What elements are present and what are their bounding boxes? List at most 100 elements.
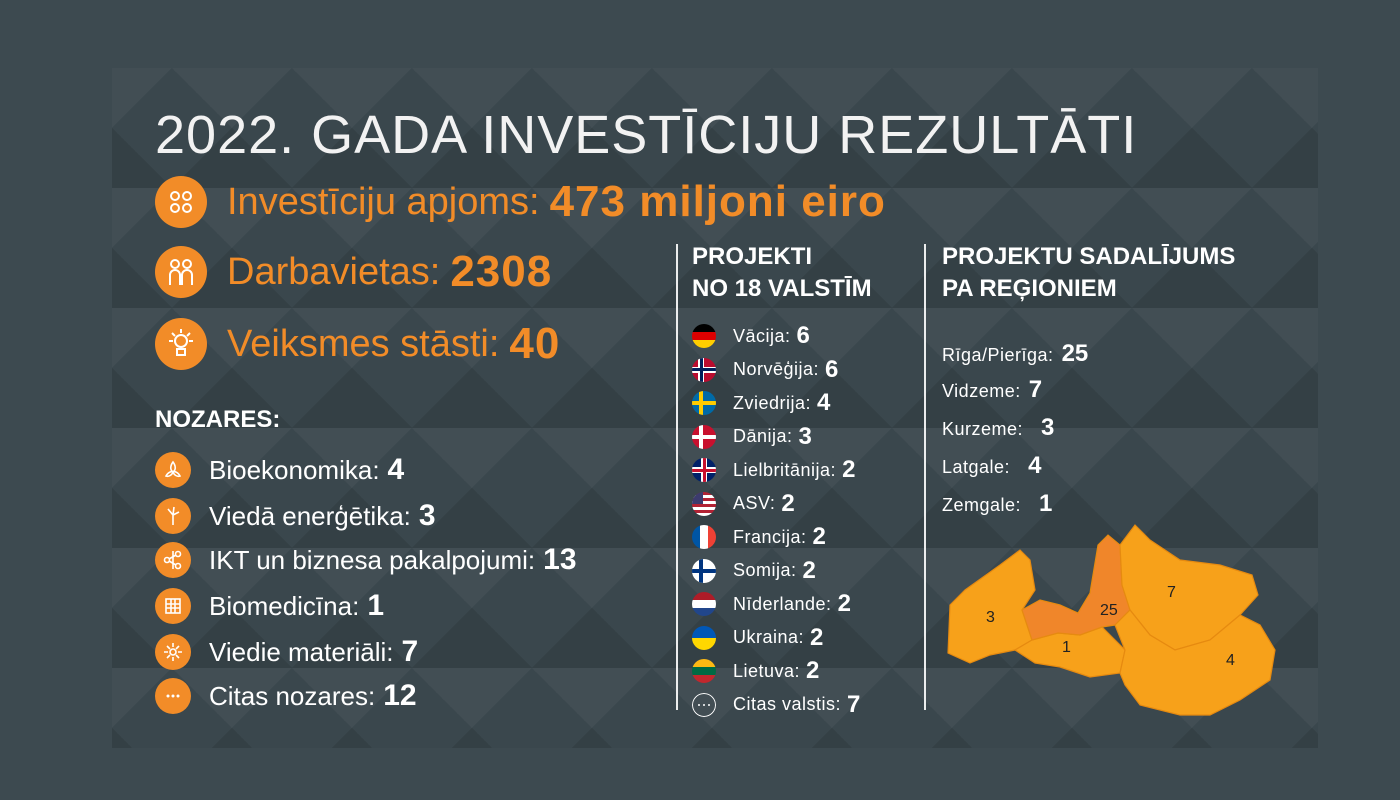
flag-lt-icon bbox=[692, 659, 716, 683]
kpi-value: 473 miljoni eiro bbox=[549, 177, 886, 226]
region-value: 3 bbox=[1041, 414, 1055, 441]
country-item: Citas valstis: 7 bbox=[692, 691, 860, 719]
region-item: Rīga/Pierīga: 25 bbox=[942, 340, 1088, 368]
sector-value: 13 bbox=[543, 543, 577, 576]
flag-de-icon bbox=[692, 324, 716, 348]
sector-value: 3 bbox=[418, 499, 436, 532]
region-label: Vidzeme: bbox=[942, 381, 1021, 401]
sector-item: Biomedicīna: 1 bbox=[155, 588, 384, 624]
kpi-value: 2308 bbox=[450, 247, 553, 296]
dots-icon bbox=[155, 678, 191, 714]
country-value: 4 bbox=[817, 389, 831, 416]
country-item: Nīderlande: 2 bbox=[692, 590, 851, 618]
sector-label: Viedā enerģētika: bbox=[209, 500, 411, 531]
countries-heading-line1: PROJEKTI bbox=[692, 243, 813, 270]
sector-label: Bioekonomika: bbox=[209, 454, 380, 485]
sector-item: Citas nozares: 12 bbox=[155, 678, 417, 714]
country-value: 3 bbox=[798, 422, 812, 450]
region-item: Vidzeme: 7 bbox=[942, 376, 1042, 404]
people-icon bbox=[155, 246, 207, 298]
map-label-latgale: 4 bbox=[1226, 652, 1235, 669]
flag-dk-icon bbox=[692, 424, 716, 449]
molecule-icon bbox=[155, 634, 191, 670]
wind-turbine-icon bbox=[155, 498, 191, 534]
country-label: Lielbritānija: bbox=[733, 459, 837, 480]
map-label-riga: 25 bbox=[1100, 602, 1118, 619]
country-item: Dānija: 3 bbox=[692, 423, 812, 451]
kpi-jobs: Darbavietas: 2308 bbox=[155, 246, 552, 298]
country-item: Francija: 2 bbox=[692, 523, 826, 551]
sector-value: 1 bbox=[367, 589, 384, 622]
country-item: Lietuva: 2 bbox=[692, 657, 819, 685]
country-label: Lietuva: bbox=[733, 660, 801, 681]
sector-label: Viedie materiāli: bbox=[209, 636, 394, 667]
sector-label: IKT un biznesa pakalpojumi: bbox=[209, 544, 536, 575]
column-divider bbox=[924, 244, 926, 710]
country-value: 2 bbox=[842, 456, 856, 483]
country-label: ASV: bbox=[733, 493, 776, 513]
country-item: Norvēģija: 6 bbox=[692, 356, 838, 384]
region-item: Zemgale: 1 bbox=[942, 490, 1052, 518]
sector-value: 7 bbox=[401, 635, 419, 668]
country-value: 6 bbox=[825, 355, 839, 383]
country-item: Lielbritānija: 2 bbox=[692, 456, 855, 484]
sector-item: Bioekonomika: 4 bbox=[155, 452, 404, 488]
regions-heading-line1: PROJEKTU SADALĪJUMS bbox=[942, 243, 1236, 270]
countries-heading-line2: NO 18 VALSTĪM bbox=[692, 275, 872, 302]
latvia-region-map: 3 25 7 1 4 bbox=[947, 524, 1276, 716]
region-label: Rīga/Pierīga: bbox=[942, 345, 1054, 365]
country-label: Citas valstis: bbox=[733, 694, 842, 714]
dots-circle-icon bbox=[692, 692, 716, 717]
country-label: Nīderlande: bbox=[733, 593, 832, 614]
region-item: Latgale: 4 bbox=[942, 452, 1041, 480]
countries-heading: PROJEKTI NO 18 VALSTĪM bbox=[692, 241, 872, 305]
country-value: 7 bbox=[847, 690, 861, 718]
country-label: Somija: bbox=[733, 560, 797, 580]
region-item: Kurzeme: 3 bbox=[942, 414, 1054, 442]
sector-value: 4 bbox=[387, 453, 405, 486]
country-value: 6 bbox=[796, 322, 810, 349]
country-item: ASV: 2 bbox=[692, 490, 795, 518]
kpi-label: Darbavietas: bbox=[227, 250, 441, 293]
country-label: Francija: bbox=[733, 526, 807, 547]
country-value: 2 bbox=[810, 623, 824, 651]
sector-item: Viedie materiāli: 7 bbox=[155, 634, 418, 670]
sector-label: Biomedicīna: bbox=[209, 590, 360, 621]
coins-icon bbox=[155, 176, 207, 228]
country-value: 2 bbox=[837, 590, 851, 617]
flag-se-icon bbox=[692, 391, 716, 415]
country-value: 2 bbox=[812, 523, 826, 550]
sectors-heading: NOZARES: bbox=[155, 406, 281, 433]
sector-item: IKT un biznesa pakalpojumi: 13 bbox=[155, 542, 577, 578]
country-item: Vācija: 6 bbox=[692, 322, 810, 350]
kpi-success-stories: Veiksmes stāsti: 40 bbox=[155, 318, 560, 370]
country-label: Ukraina: bbox=[733, 627, 805, 647]
map-region-latgale bbox=[1114, 609, 1276, 716]
country-value: 2 bbox=[781, 489, 795, 517]
dna-icon bbox=[155, 588, 191, 624]
flag-nl-icon bbox=[692, 592, 716, 616]
flag-us-icon bbox=[692, 491, 716, 516]
region-label: Kurzeme: bbox=[942, 419, 1024, 439]
region-label: Zemgale: bbox=[942, 495, 1022, 515]
map-region-riga bbox=[1021, 534, 1131, 641]
flag-ua-icon bbox=[692, 625, 716, 650]
region-value: 7 bbox=[1028, 376, 1043, 403]
network-icon bbox=[155, 542, 191, 578]
regions-heading-line2: PA REĢIONIEM bbox=[942, 275, 1117, 302]
country-item: Somija: 2 bbox=[692, 557, 816, 585]
flag-fr-icon bbox=[692, 525, 716, 549]
leaves-icon bbox=[155, 452, 191, 488]
map-label-kurzeme: 3 bbox=[986, 609, 995, 626]
country-label: Dānija: bbox=[733, 426, 793, 446]
kpi-value: 40 bbox=[509, 319, 561, 368]
country-item: Zviedrija: 4 bbox=[692, 389, 830, 417]
region-value: 4 bbox=[1028, 452, 1042, 479]
region-value: 25 bbox=[1061, 340, 1089, 367]
country-label: Vācija: bbox=[733, 325, 791, 346]
kpi-investment: Investīciju apjoms: 473 miljoni eiro bbox=[155, 176, 886, 228]
map-label-vidzeme: 7 bbox=[1167, 584, 1176, 601]
column-divider bbox=[676, 244, 678, 710]
sector-label: Citas nozares: bbox=[209, 680, 376, 711]
flag-fi-icon bbox=[692, 558, 716, 583]
